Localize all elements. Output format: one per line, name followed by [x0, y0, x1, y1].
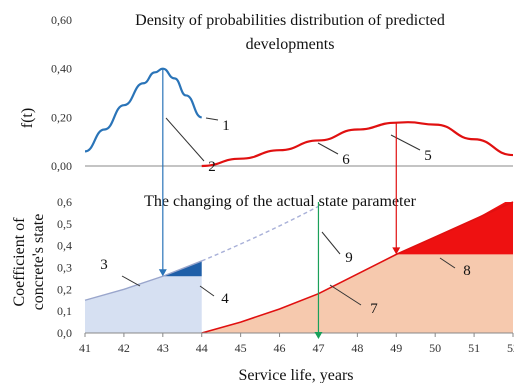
density-chart: Density of probabilities distribution of… [19, 12, 514, 175]
state-chart-title: The changing of the actual state paramet… [144, 193, 417, 210]
arrow-from-5-head [392, 247, 401, 255]
density-y-ticks: 0,00 0,20 0,40 0,60 [51, 13, 72, 173]
state-regions [85, 202, 513, 333]
state-y-axis-label-line2: concrete's state [30, 214, 47, 311]
annotation-leader-4 [199, 285, 215, 297]
state-y-tick-label: 0,6 [57, 195, 72, 209]
annotation-label-4: 4 [221, 291, 229, 307]
state-x-tick-label: 41 [79, 341, 91, 355]
state-curve-blue [84, 260, 202, 301]
state-x-tick-label: 51 [468, 341, 480, 355]
annotation-label-8: 8 [463, 263, 471, 279]
annotation-leader-1 [205, 117, 219, 121]
density-series-line-1 [201, 121, 514, 168]
connector-arrows [158, 68, 401, 339]
annotation-label-9: 9 [345, 250, 353, 266]
annotation-leader-5 [390, 134, 421, 151]
annotation-leader-9 [321, 231, 341, 255]
density-annotations: 1 2 5 6 [165, 117, 432, 175]
annotation-label-7: 7 [370, 301, 378, 317]
annotation-label-2: 2 [208, 159, 216, 175]
state-x-axis-label: Service life, years [238, 367, 353, 383]
state-curve-dashed [201, 205, 319, 262]
arrow-from-2-head [158, 269, 167, 277]
density-chart-title-line2: developments [246, 36, 335, 53]
state-x-tick-label: 45 [235, 341, 247, 355]
state-x-tick-label: 49 [390, 341, 402, 355]
annotation-leader-6 [317, 142, 339, 155]
state-x-tick-label: 42 [118, 341, 130, 355]
density-y-tick-label: 0,40 [51, 62, 72, 76]
state-x-tick-label: 52 [507, 341, 514, 355]
state-y-tick-label: 0,2 [57, 282, 72, 296]
state-x-tick-label: 47 [312, 341, 324, 355]
density-y-tick-label: 0,20 [51, 110, 72, 124]
density-series-line-0 [84, 67, 203, 153]
state-x-tick-label: 50 [429, 341, 441, 355]
state-y-tick-label: 0,3 [57, 261, 72, 275]
state-x-tick-label: 43 [157, 341, 169, 355]
state-chart: 0,00,10,20,30,40,50,6 41 42 43 44 45 46 47 48 49… [11, 68, 514, 383]
state-y-tick-label: 0,4 [57, 239, 72, 253]
annotation-leader-7 [329, 284, 362, 306]
state-y-tick-label: 0,1 [57, 304, 72, 318]
state-x-tick-label: 48 [351, 341, 363, 355]
annotation-label-3: 3 [100, 257, 108, 273]
annotation-label-6: 6 [342, 152, 350, 168]
state-annotations: 3 4 7 8 9 [100, 231, 471, 317]
state-y-axis-label-line1: Coefficient of [11, 217, 28, 307]
state-curve-red [201, 201, 514, 334]
annotation-label-1: 1 [222, 118, 230, 134]
state-x-tick-label: 46 [274, 341, 286, 355]
annotation-leader-2 [165, 117, 205, 162]
density-y-tick-label: 0,00 [51, 159, 72, 173]
state-curves [84, 201, 514, 334]
state-y-tick-label: 0,0 [57, 326, 72, 340]
annotation-leader-3 [121, 275, 141, 287]
state-y-tick-label: 0,5 [57, 217, 72, 231]
state-x-tick-label: 44 [196, 341, 208, 355]
density-series [84, 67, 514, 168]
region-7 [201, 254, 513, 333]
density-y-axis-label: f(t) [19, 108, 36, 128]
arrow-9-head [314, 332, 323, 339]
annotation-label-5: 5 [424, 148, 432, 164]
region-3 [85, 276, 202, 333]
state-y-ticks: 0,0 0,1 0,2 0,3 0,4 0,5 0,6 [57, 195, 72, 340]
density-y-tick-label: 0,60 [51, 13, 72, 27]
density-chart-title-line1: Density of probabilities distribution of… [135, 12, 445, 29]
annotation-leader-8 [439, 257, 456, 269]
state-x-ticks: 41 42 43 44 45 46 47 48 49 50 51 52 [79, 333, 514, 355]
